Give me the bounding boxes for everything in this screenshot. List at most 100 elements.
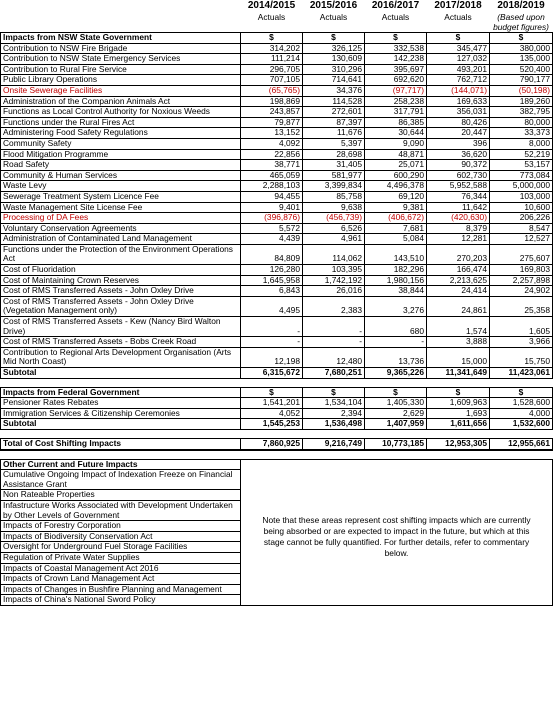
value-cell: 773,084 xyxy=(489,169,553,182)
value-cell: 8,000 xyxy=(489,137,553,150)
value-cell: 275,607 xyxy=(489,243,553,266)
row-label: Administration of Contaminated Land Mana… xyxy=(0,233,241,245)
section-title: Impacts from NSW State Government xyxy=(0,32,241,44)
spacer-cell xyxy=(426,377,490,388)
value-cell: 680 xyxy=(364,316,427,338)
impact-item: Impacts of Crown Land Management Act xyxy=(0,573,241,585)
value-cell: 1,528,600 xyxy=(489,397,553,409)
value-cell: 3,888 xyxy=(426,336,490,348)
row-label: Processing of DA Fees xyxy=(0,212,241,224)
total-row: Total of Cost Shifting Impacts 7,860,925 9… xyxy=(0,437,553,451)
row-label: Voluntary Conservation Agreements xyxy=(0,222,241,235)
header-blank xyxy=(1,0,241,33)
row-label: Total of Cost Shifting Impacts xyxy=(0,437,241,451)
impact-row: Cumulative Ongoing Impact of Indexation … xyxy=(0,469,553,606)
row-label: Immigration Services & Citizenship Cerem… xyxy=(0,407,241,420)
row-label: Flood Mitigation Programme xyxy=(0,148,241,161)
value-cell: 84,809 xyxy=(240,243,303,266)
value-cell: 9,638 xyxy=(302,201,365,214)
value-cell: 114,528 xyxy=(302,95,365,108)
value-cell: 20,447 xyxy=(426,127,490,139)
value-cell: 3,399,834 xyxy=(302,180,365,192)
cost-shifting-table: 2014/2015 Actuals 2015/2016 Actuals 2016/201… xyxy=(0,0,553,606)
spacer-cell xyxy=(240,377,303,388)
value-cell: 326,125 xyxy=(302,42,365,55)
impact-item: Impacts of China's National Sword Policy xyxy=(0,594,241,606)
row-label: Cost of RMS Transferred Assets - John Ox… xyxy=(0,295,241,318)
data-row: Cost of Fluoridation 126,280 103,395 182,29… xyxy=(0,264,553,276)
value-cell: 9,401 xyxy=(240,201,303,214)
value-cell: (50,198) xyxy=(489,84,553,97)
row-label: Contribution to Rural Fire Service xyxy=(0,63,241,76)
value-cell: 1,534,104 xyxy=(302,397,365,409)
data-row: Community Safety 4,092 5,397 9,090 396 8,000 xyxy=(0,137,553,150)
value-cell: 12,527 xyxy=(489,233,553,245)
value-cell: 111,214 xyxy=(240,53,303,65)
unit-cell: $ xyxy=(489,386,553,399)
value-cell: (97,717) xyxy=(364,84,427,97)
value-cell: 2,394 xyxy=(302,407,365,420)
value-cell: 1,407,959 xyxy=(364,418,427,430)
value-cell: 48,871 xyxy=(364,148,427,161)
value-cell: 6,843 xyxy=(240,285,303,297)
data-row: Waste Management Site License Fee 9,401 9,… xyxy=(0,201,553,214)
value-cell: 114,062 xyxy=(302,243,365,266)
value-cell: - xyxy=(240,316,303,338)
value-cell: 790,177 xyxy=(489,74,553,86)
value-cell: 169,803 xyxy=(489,264,553,276)
data-row: Cost of RMS Transferred Assets - Kew (Na… xyxy=(0,316,553,338)
data-row: Sewerage Treatment System Licence Fee 94,… xyxy=(0,190,553,203)
value-cell: 7,681 xyxy=(364,222,427,235)
value-cell: 1,532,600 xyxy=(489,418,553,430)
value-cell: 12,480 xyxy=(302,346,365,369)
row-label: Functions under the Rural Fires Act xyxy=(0,116,241,129)
value-cell: 4,495 xyxy=(240,295,303,318)
spacer-row xyxy=(0,449,553,460)
data-row: Cost of RMS Transferred Assets - John Ox… xyxy=(0,295,553,318)
data-row: Administration of Contaminated Land Mana… xyxy=(0,233,553,245)
value-cell: 1,574 xyxy=(426,316,490,338)
value-cell: 3,966 xyxy=(489,336,553,348)
value-cell: 126,280 xyxy=(240,264,303,276)
data-row: Community & Human Services 465,059 581,977… xyxy=(0,169,553,182)
value-cell: 332,538 xyxy=(364,42,427,55)
spacer-cell xyxy=(0,428,241,439)
value-cell: 26,016 xyxy=(302,285,365,297)
value-cell: 25,358 xyxy=(489,295,553,318)
value-cell: - xyxy=(302,336,365,348)
spacer-cell xyxy=(364,449,427,460)
unit-cell: $ xyxy=(302,386,365,399)
row-label: Sewerage Treatment System Licence Fee xyxy=(0,190,241,203)
value-cell: 31,405 xyxy=(302,159,365,171)
spacer-cell xyxy=(0,377,241,388)
value-cell: 94,455 xyxy=(240,190,303,203)
value-cell: 762,712 xyxy=(426,74,490,86)
value-cell: 8,379 xyxy=(426,222,490,235)
impact-item: Impacts of Forestry Corporation xyxy=(0,520,241,532)
column-header: 2017/2018 Actuals xyxy=(427,0,490,33)
value-cell: 103,395 xyxy=(302,264,365,276)
value-cell: (144,071) xyxy=(426,84,490,97)
value-cell: 79,877 xyxy=(240,116,303,129)
unit-cell: $ xyxy=(240,386,303,399)
row-label: Cost of RMS Transferred Assets - Kew (Na… xyxy=(0,316,241,338)
spacer-cell xyxy=(489,377,553,388)
row-label: Road Safety xyxy=(0,159,241,171)
value-cell: 602,730 xyxy=(426,169,490,182)
value-cell: 2,383 xyxy=(302,295,365,318)
column-note: Actuals xyxy=(319,12,348,22)
value-cell: 24,861 xyxy=(426,295,490,318)
row-label: Cost of Fluoridation xyxy=(0,264,241,276)
column-note: Actuals xyxy=(257,12,286,22)
section-header: Other Current and Future Impacts xyxy=(0,458,553,471)
value-cell: 69,120 xyxy=(364,190,427,203)
value-cell: 28,698 xyxy=(302,148,365,161)
value-cell: 1,609,963 xyxy=(426,397,490,409)
row-label: Cost of RMS Transferred Assets - Bobs Cr… xyxy=(0,336,241,348)
value-cell: 25,071 xyxy=(364,159,427,171)
value-cell: 1,536,498 xyxy=(302,418,365,430)
column-header: 2016/2017 Actuals xyxy=(365,0,427,33)
data-row: Cost of RMS Transferred Assets - John Ox… xyxy=(0,285,553,297)
value-cell: 2,257,898 xyxy=(489,274,553,287)
